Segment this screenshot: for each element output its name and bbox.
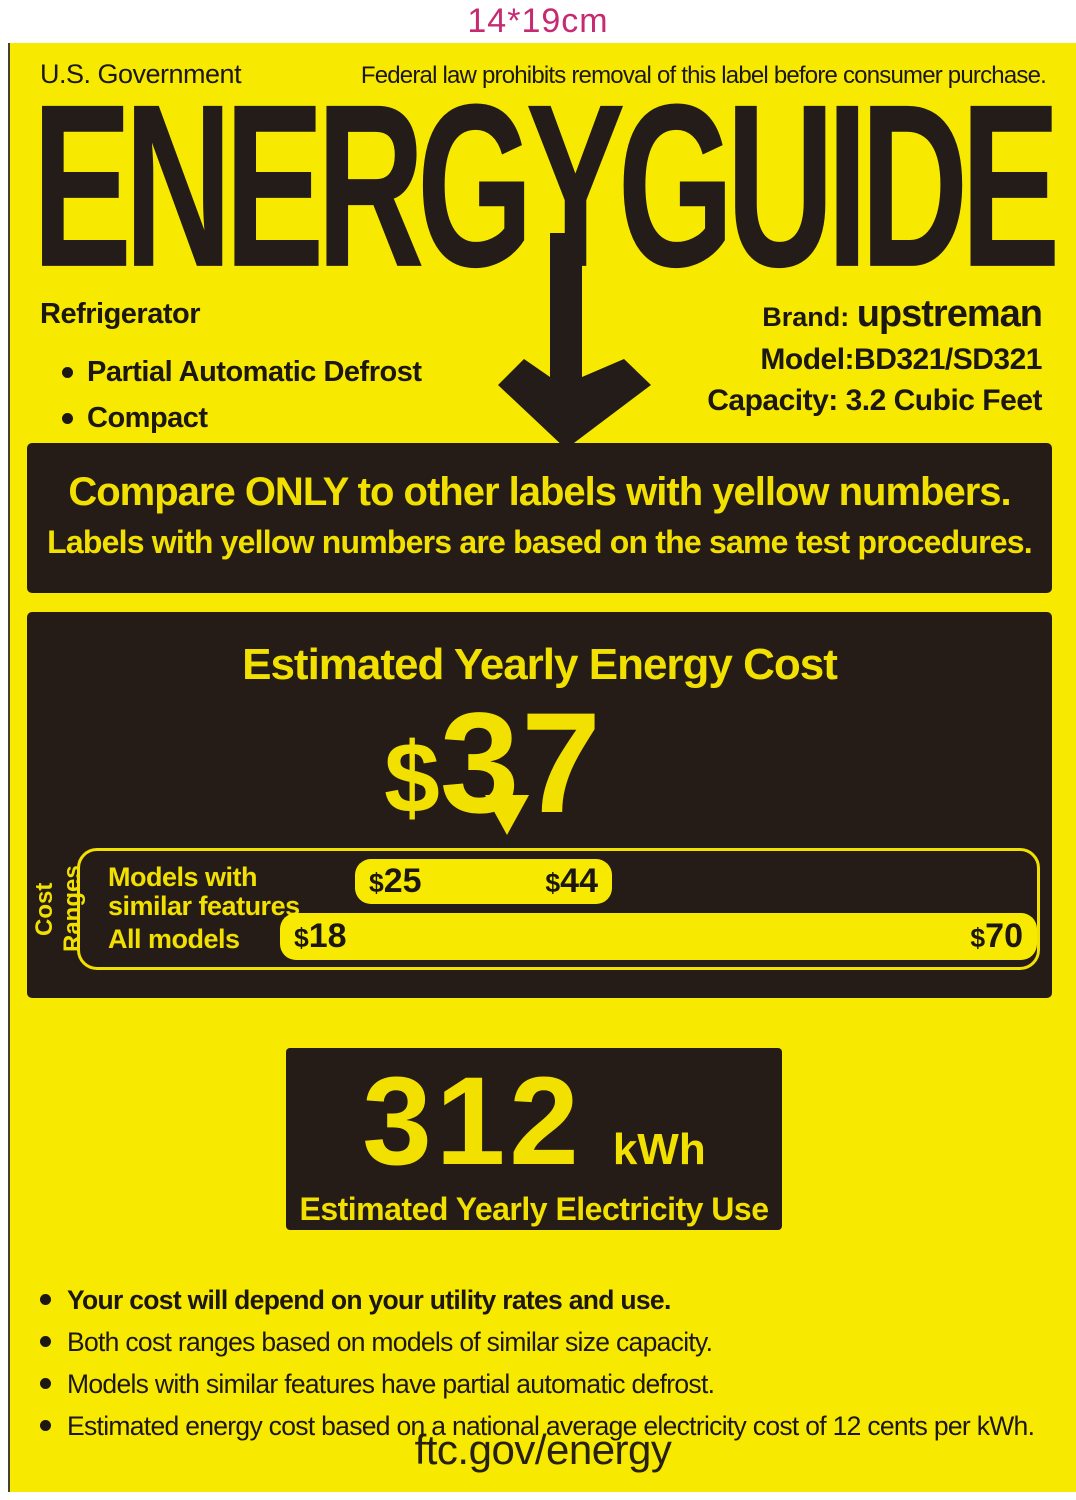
down-arrow-icon bbox=[498, 233, 651, 449]
energy-cost-title: Estimated Yearly Energy Cost bbox=[242, 640, 838, 689]
kwh-value: 312 bbox=[362, 1052, 583, 1191]
range-row-label: Models with similar features bbox=[108, 862, 300, 921]
electricity-use-box: 312 kWh Estimated Yearly Electricity Use bbox=[286, 1048, 782, 1230]
brand-logo: upstreman bbox=[856, 293, 1043, 335]
note-text: Models with similar features have partia… bbox=[67, 1369, 715, 1399]
range-bar-similar-models: $25 $44 bbox=[355, 859, 612, 904]
federal-law-text: Federal law prohibits removal of this la… bbox=[360, 62, 1047, 89]
bullet-icon bbox=[40, 1294, 51, 1305]
model-text: Model:BD321/SD321 bbox=[760, 343, 1042, 376]
product-info-right: Brand: upstreman Model:BD321/SD321 Capac… bbox=[707, 293, 1043, 418]
note-text: Both cost ranges based on models of simi… bbox=[67, 1327, 713, 1357]
feature-label: Compact bbox=[87, 401, 208, 434]
product-type: Refrigerator bbox=[40, 298, 200, 330]
range-row-label: All models bbox=[108, 924, 240, 954]
feature-item: Compact bbox=[62, 395, 422, 441]
range-min-value: $25 bbox=[369, 862, 422, 900]
cost-pointer-icon bbox=[485, 795, 529, 835]
note-text: Estimated energy cost based on a nationa… bbox=[67, 1411, 1035, 1441]
note-item: Your cost will depend on your utility ra… bbox=[40, 1285, 1052, 1316]
brand-line: Brand: upstreman bbox=[707, 293, 1043, 336]
bullet-icon bbox=[62, 412, 73, 424]
label-header: U.S. Government Federal law prohibits re… bbox=[40, 59, 1047, 90]
cost-ranges-panel: Models with similar features $25 $44 All… bbox=[77, 848, 1040, 970]
bullet-icon bbox=[40, 1420, 51, 1431]
note-item: Models with similar features have partia… bbox=[40, 1369, 1052, 1400]
us-government-text: U.S. Government bbox=[40, 59, 242, 89]
bullet-icon bbox=[40, 1336, 51, 1347]
energy-cost-box: Estimated Yearly Energy Cost $37 Cost Ra… bbox=[27, 612, 1052, 998]
kwh-unit: kWh bbox=[612, 1125, 706, 1174]
electricity-use-caption: Estimated Yearly Electricity Use bbox=[299, 1191, 769, 1227]
energy-guide-label: U.S. Government Federal law prohibits re… bbox=[8, 43, 1076, 1492]
compare-line-1: Compare ONLY to other labels with yellow… bbox=[68, 470, 1011, 514]
range-max-value: $44 bbox=[545, 862, 598, 900]
range-max-value: $70 bbox=[970, 917, 1023, 955]
bullet-icon bbox=[40, 1378, 51, 1389]
capacity-text: Capacity: 3.2 Cubic Feet bbox=[707, 384, 1042, 417]
energyguide-logo: ENERGYGUIDE bbox=[32, 55, 1061, 316]
currency-sign: $ bbox=[384, 722, 440, 834]
note-text: Your cost will depend on your utility ra… bbox=[67, 1285, 671, 1315]
ftc-url: ftc.gov/energy bbox=[414, 1426, 672, 1473]
range-bar-all-models: $18 $70 bbox=[280, 913, 1037, 960]
compare-notice-box: Compare ONLY to other labels with yellow… bbox=[27, 443, 1052, 593]
size-note: 14*19cm bbox=[467, 2, 609, 40]
bullet-icon bbox=[62, 366, 73, 378]
compare-line-2: Labels with yellow numbers are based on … bbox=[47, 524, 1033, 560]
feature-item: Partial Automatic Defrost bbox=[62, 349, 422, 395]
feature-list: Partial Automatic Defrost Compact bbox=[40, 349, 422, 441]
brand-label: Brand: bbox=[762, 302, 850, 332]
notes-list: Your cost will depend on your utility ra… bbox=[40, 1285, 1052, 1453]
feature-label: Partial Automatic Defrost bbox=[87, 355, 422, 388]
range-min-value: $18 bbox=[294, 917, 347, 955]
electricity-use-value-line: 312 kWh bbox=[286, 1050, 782, 1193]
note-item: Estimated energy cost based on a nationa… bbox=[40, 1411, 1052, 1442]
note-item: Both cost ranges based on models of simi… bbox=[40, 1327, 1052, 1358]
cost-ranges-axis-label: Cost Ranges bbox=[31, 865, 86, 953]
product-info-left: Refrigerator Partial Automatic Defrost C… bbox=[40, 298, 422, 441]
